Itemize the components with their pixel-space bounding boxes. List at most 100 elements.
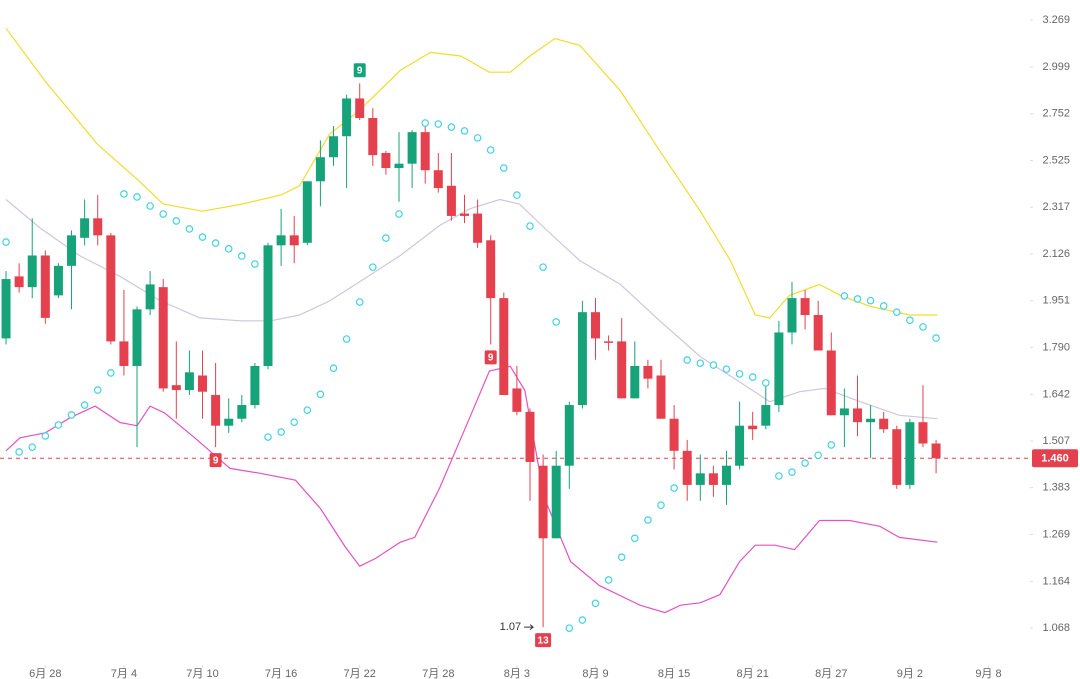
candle-body: [106, 235, 116, 342]
sar-dot: [54, 421, 63, 429]
sar-dot: [906, 316, 914, 325]
sar-dot: [630, 534, 639, 543]
y-tick-label: 1.068: [1042, 622, 1070, 634]
sar-dot: [486, 146, 495, 154]
candle-body: [446, 185, 456, 216]
candle-body: [525, 411, 535, 462]
sar-dot: [421, 119, 430, 127]
y-tick-label: 2.126: [1042, 248, 1070, 260]
y-tick-label: 1.790: [1042, 341, 1070, 353]
sar-dot: [238, 252, 246, 260]
candle-body: [604, 341, 614, 343]
last-price-label: 1.460: [1041, 453, 1069, 465]
y-tick-label: 2.752: [1042, 108, 1070, 120]
sar-dot: [303, 406, 312, 414]
signal-label: 9: [488, 353, 494, 364]
candle-body: [315, 157, 325, 182]
sar-dot: [827, 441, 836, 449]
signal-marker: 9: [484, 350, 497, 365]
signal-marker: 13: [535, 633, 552, 648]
y-tick-label: 1.269: [1042, 528, 1070, 540]
x-tick-label: 7月 22: [343, 668, 375, 679]
candle-body: [381, 152, 391, 169]
sar-dot: [382, 234, 390, 242]
candle-body: [538, 465, 548, 539]
candle-body: [93, 218, 103, 236]
candle-body: [184, 372, 194, 391]
signal-box: [353, 63, 366, 78]
candle-body: [866, 418, 876, 423]
sar-dot: [801, 459, 809, 467]
sar-dot: [788, 468, 796, 476]
sar-dot: [185, 225, 194, 233]
candle-body: [67, 235, 77, 266]
sar-dot: [67, 411, 76, 419]
candle-body: [892, 429, 902, 485]
sar-dot: [133, 193, 141, 201]
y-tick-label: 2.999: [1042, 61, 1070, 73]
signal-marker: 9: [209, 453, 222, 468]
sar-dot: [15, 448, 23, 456]
candle-body: [564, 405, 574, 466]
candle-body: [682, 450, 692, 485]
candle-body: [774, 332, 784, 406]
sar-dot: [578, 616, 587, 624]
candle-body: [656, 375, 666, 419]
candle-body: [368, 118, 378, 156]
candle-body: [53, 265, 63, 296]
candle-body: [302, 181, 312, 243]
x-tick-label: 9月 2: [897, 668, 923, 679]
candle-body: [171, 385, 181, 391]
sar-dot: [709, 361, 718, 369]
signal-label: 9: [357, 65, 363, 76]
candle-body: [40, 255, 50, 318]
sar-dot: [683, 356, 691, 364]
y-tick-label: 1.507: [1042, 435, 1070, 447]
candle-body: [263, 245, 273, 366]
candle-body: [826, 350, 836, 416]
sar-dot: [526, 222, 534, 230]
candle-body: [577, 312, 587, 406]
sar-dot: [224, 245, 233, 253]
x-tick-label: 7月 28: [422, 668, 454, 679]
x-tick-label: 8月 3: [504, 668, 530, 679]
y-tick-label: 1.383: [1042, 482, 1070, 494]
candle-body: [289, 235, 299, 246]
candle-body: [813, 315, 823, 351]
sar-dot: [513, 191, 521, 199]
candle-body: [1, 279, 11, 339]
candle-body: [839, 408, 849, 416]
candle-body: [420, 132, 430, 171]
candle-body: [394, 163, 404, 169]
signal-marker: 9: [353, 63, 366, 78]
sar-dot: [329, 364, 338, 372]
candle-body: [905, 422, 915, 485]
sar-dot: [355, 298, 364, 306]
sar-dot: [617, 553, 626, 561]
y-tick-label: 2.317: [1042, 201, 1070, 213]
candle-body: [80, 218, 90, 238]
candle-body: [879, 418, 889, 430]
signal-box: [209, 453, 222, 468]
candle-body: [748, 425, 758, 430]
x-tick-label: 8月 21: [736, 668, 768, 679]
y-tick-label: 1.164: [1042, 575, 1070, 587]
x-tick-label: 7月 4: [111, 668, 137, 679]
sar-dot: [814, 451, 822, 460]
sar-dot: [447, 123, 456, 131]
x-tick-label: 8月 15: [658, 668, 690, 679]
sar-dot: [198, 233, 207, 241]
candle-body: [852, 408, 862, 423]
sar-dot: [853, 295, 862, 303]
sar-dot: [879, 302, 888, 310]
sar-dot: [277, 428, 285, 436]
sar-dot: [696, 359, 705, 367]
candle-body: [800, 298, 810, 316]
sar-dot: [342, 335, 351, 343]
y-tick-label: 1.951: [1042, 295, 1070, 307]
x-tick-label: 8月 27: [815, 668, 847, 679]
sar-dot: [670, 484, 678, 492]
candle-body: [237, 405, 247, 419]
candle-body: [787, 298, 797, 333]
